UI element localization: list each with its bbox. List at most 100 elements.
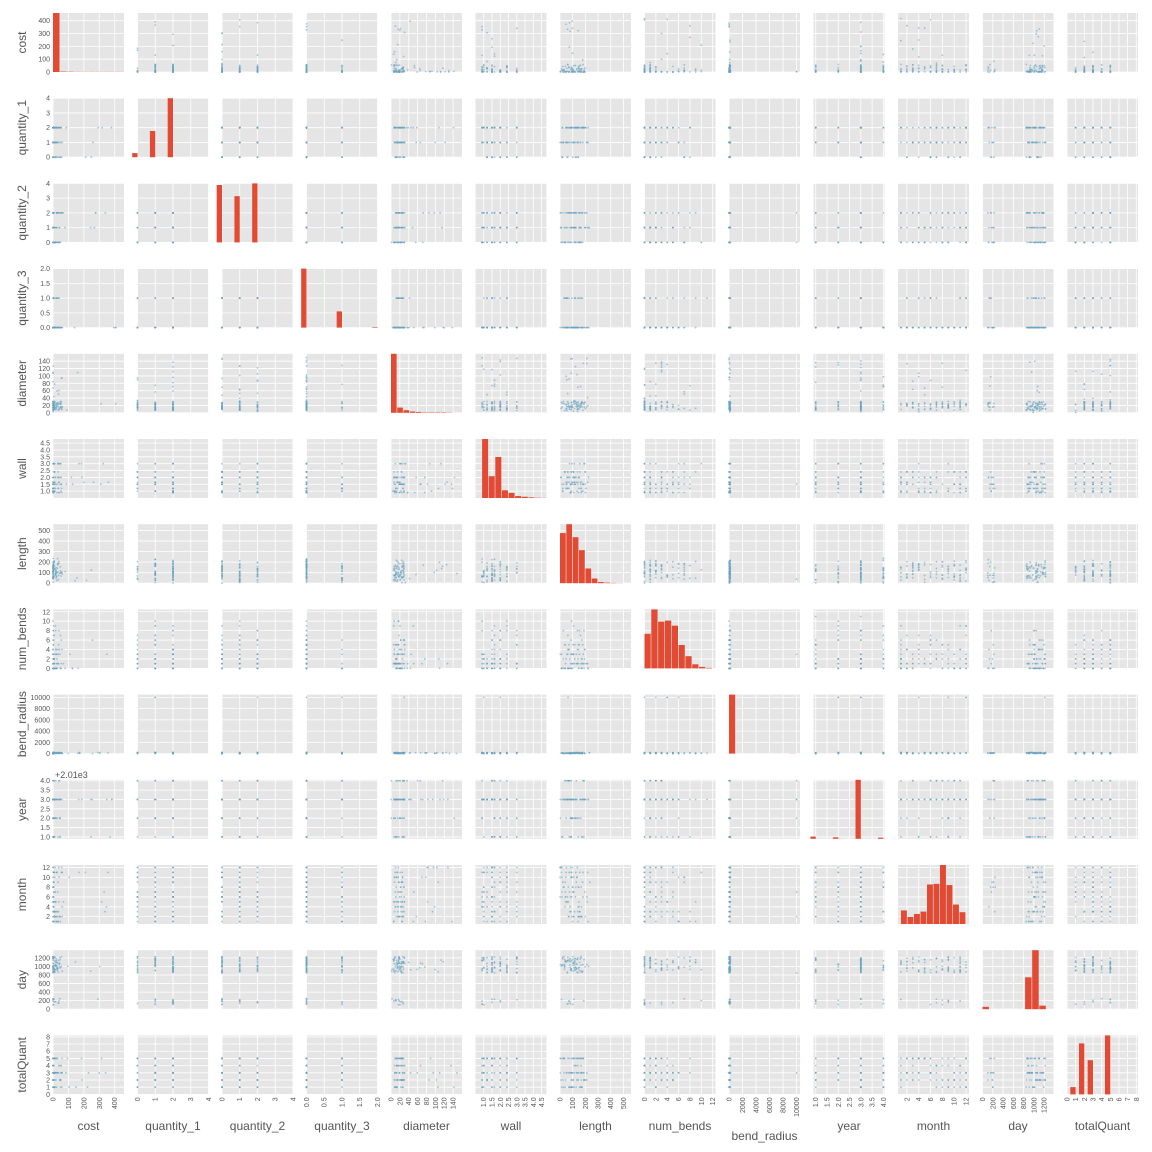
scatter-point	[1033, 126, 1036, 129]
scatter-point	[814, 126, 817, 129]
scatter-point	[499, 326, 502, 329]
panel-cost-vs-cost	[52, 13, 124, 73]
scatter-point	[660, 241, 663, 244]
scatter-point	[700, 70, 703, 73]
scatter-point	[571, 68, 574, 71]
scatter-point	[660, 141, 663, 144]
scatter-point	[305, 67, 308, 70]
hist-bar	[216, 184, 222, 243]
scatter-point	[1035, 126, 1038, 129]
scatter-point	[562, 141, 565, 144]
scatter-point	[923, 226, 926, 229]
scatter-point	[882, 326, 885, 329]
scatter-point	[677, 68, 680, 70]
scatter-point	[562, 212, 564, 214]
scatter-point	[935, 69, 938, 72]
scatter-point	[172, 66, 174, 68]
scatter-point	[256, 65, 259, 68]
scatter-point	[1039, 141, 1041, 144]
scatter-point	[305, 156, 308, 159]
scatter-point	[947, 126, 950, 129]
scatter-point	[421, 241, 424, 244]
scatter-point	[859, 226, 862, 229]
scatter-point	[1032, 42, 1034, 45]
panel-background	[729, 13, 800, 72]
scatter-point	[1038, 212, 1040, 214]
scatter-point	[666, 52, 669, 55]
scatter-point	[172, 212, 174, 214]
panel-background	[982, 13, 1054, 72]
scatter-point	[1038, 67, 1040, 70]
scatter-point	[221, 326, 223, 329]
scatter-point	[505, 156, 508, 159]
scatter-point	[649, 156, 652, 159]
scatter-point	[683, 141, 686, 144]
scatter-point	[1083, 241, 1086, 244]
scatter-point	[172, 241, 174, 244]
scatter-point	[700, 241, 703, 244]
scatter-point	[683, 67, 686, 69]
scatter-point	[402, 55, 405, 58]
scatter-point	[643, 18, 646, 21]
hist-bar	[252, 183, 258, 243]
scatter-point	[911, 241, 914, 244]
scatter-point	[566, 126, 568, 129]
scatter-point	[491, 212, 493, 214]
scatter-point	[1030, 68, 1033, 71]
scatter-point	[666, 126, 669, 129]
scatter-point	[814, 70, 817, 73]
scatter-point	[559, 141, 562, 144]
scatter-point	[935, 141, 938, 144]
scatter-point	[1074, 297, 1077, 299]
scatter-point	[923, 27, 926, 30]
scatter-point	[882, 126, 885, 129]
panel-quantity_1-vs-cost	[52, 97, 124, 159]
scatter-point	[917, 126, 920, 129]
scatter-point	[1043, 64, 1046, 67]
scatter-point	[587, 326, 590, 329]
scatter-point	[55, 156, 58, 159]
scatter-point	[1033, 67, 1036, 70]
scatter-point	[1029, 64, 1032, 67]
scatter-point	[402, 156, 405, 159]
scatter-point	[305, 66, 308, 69]
scatter-point	[571, 141, 574, 144]
scatter-point	[341, 212, 343, 214]
scatter-point	[1033, 65, 1035, 68]
scatter-point	[172, 67, 174, 70]
scatter-point	[578, 241, 581, 244]
scatter-point	[1030, 241, 1033, 244]
panel-quantity_2-vs-bend_radius	[728, 182, 800, 244]
scatter-point	[643, 156, 646, 159]
scatter-point	[52, 156, 54, 159]
panel-quantity_2-vs-quantity_3	[305, 182, 378, 244]
hist-bar	[132, 153, 138, 158]
scatter-point	[728, 326, 731, 329]
scatter-point	[911, 63, 914, 66]
scatter-point	[584, 67, 586, 70]
scatter-point	[1040, 67, 1043, 70]
scatter-point	[729, 226, 732, 229]
scatter-point	[559, 326, 562, 329]
scatter-point	[991, 326, 994, 329]
scatter-point	[580, 297, 583, 299]
scatter-point	[505, 212, 508, 214]
scatter-point	[654, 126, 657, 129]
panel-background	[644, 13, 716, 72]
scatter-point	[172, 297, 174, 299]
panel-background	[813, 13, 885, 72]
scatter-point	[567, 212, 570, 214]
scatter-point	[1039, 226, 1042, 229]
scatter-point	[62, 212, 65, 214]
scatter-point	[947, 326, 950, 329]
scatter-point	[569, 30, 572, 33]
scatter-point	[395, 326, 398, 329]
scatter-point	[577, 156, 580, 159]
scatter-point	[392, 226, 395, 229]
scatter-point	[989, 69, 992, 71]
scatter-point	[559, 71, 562, 73]
scatter-point	[1038, 126, 1041, 129]
scatter-point	[917, 241, 920, 244]
scatter-point	[63, 226, 66, 229]
scatter-point	[221, 70, 223, 73]
